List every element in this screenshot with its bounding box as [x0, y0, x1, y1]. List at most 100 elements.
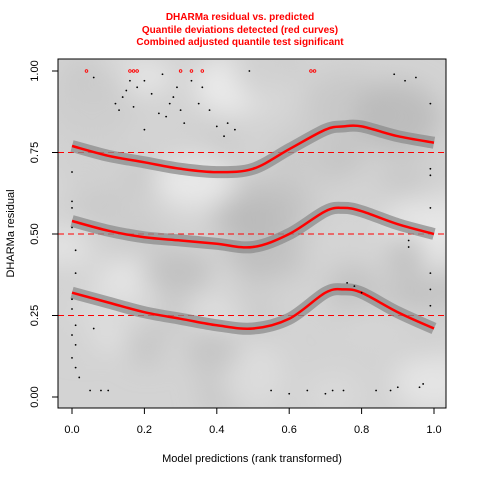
- residual-points: [71, 70, 432, 395]
- y-tick-label: 0.50: [29, 223, 41, 244]
- residual-point: [342, 389, 345, 392]
- residual-point: [331, 389, 334, 392]
- shading-blob: [141, 251, 216, 296]
- shading-blob: [404, 271, 446, 307]
- residual-point: [407, 246, 410, 248]
- residual-point: [172, 96, 175, 98]
- residual-point: [429, 288, 432, 291]
- residual-point: [118, 109, 120, 112]
- outlier-point: [200, 69, 205, 73]
- residual-point: [197, 102, 200, 105]
- residual-point: [201, 86, 204, 89]
- residual-point: [360, 291, 363, 294]
- chart-title-line-1: DHARMa residual vs. predicted: [165, 12, 315, 23]
- residual-point: [161, 73, 164, 76]
- residual-point: [71, 356, 73, 359]
- outlier-point: [312, 69, 317, 73]
- residual-point: [346, 282, 349, 284]
- residual-point: [415, 76, 417, 79]
- x-tick-label: 0.4: [209, 424, 224, 436]
- shading-blob: [264, 275, 307, 304]
- chart-title-line-3: Combined adjusted quantile test signific…: [136, 37, 344, 48]
- residual-point: [71, 334, 73, 336]
- residual-point: [121, 96, 124, 98]
- residual-point: [143, 79, 146, 82]
- residual-point: [157, 112, 160, 115]
- residual-point: [429, 272, 432, 275]
- outlier-point: [135, 69, 139, 73]
- axes: 0.0 0.2 0.4 0.6 0.8 1.0 0.00 0.25 0.50 0.75 1.00: [29, 60, 442, 436]
- residual-point: [143, 128, 146, 131]
- outlier-point: [189, 69, 194, 73]
- residual-point: [226, 122, 229, 125]
- x-tick-label: 0.8: [354, 424, 369, 436]
- y-axis-label: DHARMa residual: [5, 189, 17, 277]
- y-tick-label: 0.75: [29, 142, 41, 163]
- residual-point: [71, 207, 73, 209]
- quantile-curve: [71, 124, 435, 174]
- residual-point: [407, 239, 410, 242]
- residual-point: [306, 389, 309, 392]
- shading-blob: [244, 59, 291, 102]
- residual-point: [375, 389, 377, 392]
- y-tick-label: 1.00: [29, 60, 41, 81]
- residual-point: [396, 386, 399, 389]
- residual-point: [74, 272, 77, 275]
- residual-point: [183, 122, 186, 125]
- residual-point: [422, 383, 425, 385]
- residual-point: [125, 89, 128, 92]
- residual-point: [71, 308, 73, 310]
- shading-blob: [183, 325, 240, 372]
- residual-point: [270, 389, 272, 392]
- outlier-points: [84, 69, 317, 73]
- x-tick-label: 0.6: [282, 424, 297, 436]
- chart-title-line-2: Quantile deviations detected (red curves…: [141, 25, 339, 36]
- residual-point: [168, 102, 171, 105]
- quantile-curve: [71, 287, 435, 330]
- residual-point: [404, 79, 406, 82]
- residual-point: [92, 76, 95, 79]
- quantile-curves: [71, 124, 435, 330]
- residual-point: [393, 73, 396, 76]
- residual-point: [71, 200, 73, 203]
- residual-point: [324, 392, 327, 395]
- y-tick-label: 0.25: [29, 305, 41, 326]
- shading-blob: [58, 130, 131, 201]
- residual-point: [234, 128, 236, 131]
- residual-point: [129, 79, 131, 82]
- residual-point: [429, 102, 432, 105]
- outlier-point: [131, 69, 136, 73]
- residual-point: [74, 324, 77, 327]
- residual-point: [89, 389, 91, 392]
- x-tick-label: 0.2: [137, 424, 152, 436]
- shading-blob: [210, 202, 284, 236]
- residual-point: [418, 386, 421, 389]
- residual-point: [71, 171, 73, 173]
- x-tick-label: 0.0: [64, 424, 79, 436]
- residual-point: [179, 109, 182, 112]
- outlier-point: [178, 69, 183, 73]
- shading-blob: [142, 124, 213, 163]
- residual-point: [353, 285, 356, 288]
- residual-point: [74, 343, 77, 346]
- outlier-point: [309, 69, 313, 73]
- residual-point: [429, 174, 432, 177]
- residual-point: [389, 389, 392, 392]
- shading-blob: [58, 77, 138, 139]
- residual-point: [248, 70, 251, 72]
- residual-point: [114, 102, 117, 105]
- residual-point: [429, 304, 432, 307]
- outlier-point: [128, 69, 132, 73]
- residual-point: [223, 135, 225, 138]
- shading-blob: [377, 164, 428, 195]
- residual-point: [78, 376, 81, 379]
- residual-point: [429, 167, 432, 170]
- residual-point: [107, 389, 110, 392]
- shading-blob: [305, 373, 362, 408]
- residual-point: [208, 109, 211, 112]
- residual-point: [429, 207, 432, 209]
- residual-point: [215, 125, 218, 128]
- residual-point: [71, 298, 73, 301]
- residual-point: [136, 86, 139, 89]
- residual-point: [74, 366, 77, 369]
